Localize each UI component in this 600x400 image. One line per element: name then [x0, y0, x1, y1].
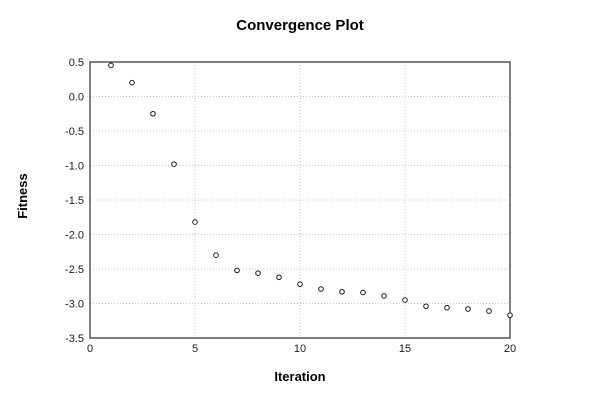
- data-point: [318, 286, 324, 292]
- data-point: [423, 303, 429, 310]
- data-point: [486, 308, 492, 314]
- y-tick-labels: 0.5 0.0 -0.5 -1.0 -1.5 -2.0 -2.5 -3.0 -3.5: [65, 57, 84, 345]
- data-point: [360, 289, 366, 296]
- data-point: [339, 288, 345, 295]
- data-point: [234, 267, 240, 274]
- x-tick-label: 10: [294, 343, 306, 355]
- y-tick-label: -3.5: [65, 333, 84, 345]
- data-point: [213, 252, 219, 258]
- x-axis-label: Iteration: [274, 369, 325, 384]
- x-tick-label: 5: [192, 343, 198, 355]
- y-tick-label: 0.0: [69, 92, 84, 104]
- y-tick-label: -0.5: [65, 126, 84, 138]
- plot-border: [89, 61, 511, 339]
- y-tick-label: -2.0: [65, 230, 84, 242]
- x-tick-label: 15: [399, 343, 411, 355]
- data-point: [255, 270, 261, 276]
- data-point: [402, 297, 408, 303]
- data-point: [297, 281, 303, 287]
- data-points: [108, 62, 513, 319]
- data-point: [108, 62, 114, 69]
- data-point: [444, 304, 450, 311]
- y-tick-label: -1.0: [65, 161, 84, 173]
- data-point: [381, 293, 387, 299]
- data-point: [192, 219, 198, 225]
- data-point: [171, 161, 177, 167]
- y-tick-label: -1.5: [65, 195, 84, 207]
- y-axis-label: Fitness: [15, 173, 30, 219]
- chart-title: Convergence Plot: [236, 17, 364, 34]
- data-point: [465, 306, 471, 312]
- data-point: [150, 110, 156, 117]
- y-tick-label: -2.5: [65, 264, 84, 276]
- x-tick-label: 20: [504, 343, 516, 355]
- y-tick-label: 0.5: [69, 57, 84, 69]
- data-point: [507, 312, 513, 319]
- y-tick-label: -3.0: [65, 299, 84, 311]
- data-point: [129, 79, 135, 86]
- x-tick-label: 0: [87, 343, 93, 355]
- data-point: [276, 274, 282, 281]
- x-tick-labels: 0 5 10 15 20: [87, 343, 516, 355]
- gridlines: [90, 62, 510, 338]
